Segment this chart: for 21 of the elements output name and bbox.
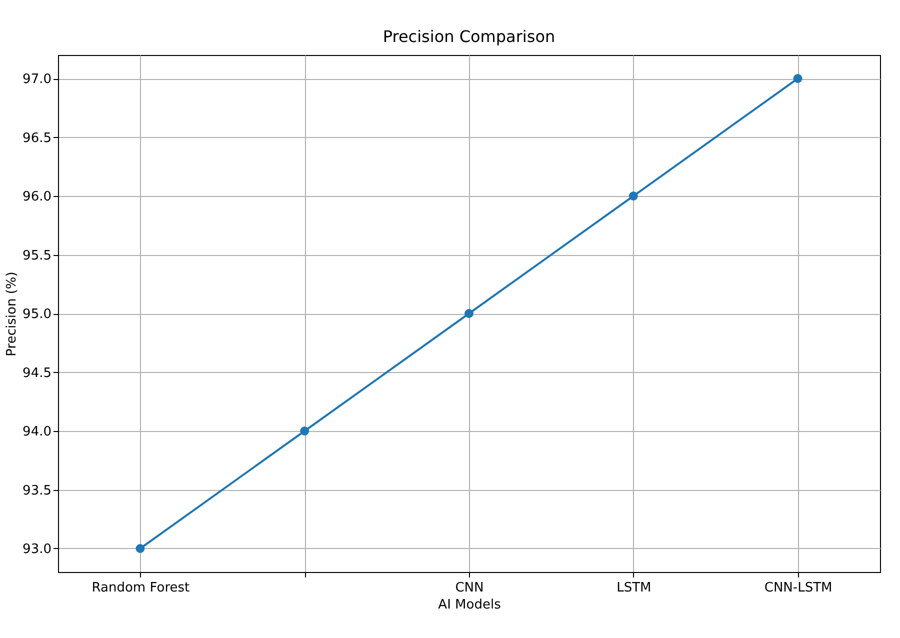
- point: [300, 426, 310, 436]
- point: [793, 74, 802, 83]
- y-axis-title: Precision (%): [4, 272, 20, 356]
- point: [628, 192, 638, 200]
- x-tick-label: CNN-LSTM: [764, 580, 832, 596]
- point: [136, 544, 145, 553]
- x-tick-label: Random Forest: [92, 580, 190, 596]
- y-tick-label: 96.5: [22, 130, 52, 146]
- y-tick-label: 93.0: [22, 542, 52, 557]
- y-tick-label: 94.0: [22, 424, 52, 440]
- y-tick-label: 97.0: [22, 72, 52, 87]
- y-tick-label: 93.5: [22, 483, 52, 498]
- y-tick-label: 94.5: [22, 366, 52, 381]
- y-tick-label: 96.0: [22, 190, 52, 204]
- x-tick-label: LSTM: [616, 580, 652, 596]
- chart-title: Precision Comparison: [382, 27, 556, 46]
- point: [464, 309, 474, 318]
- x-tick-label: CNN: [455, 580, 484, 596]
- y-tick-label: 95.0: [22, 307, 52, 322]
- y-tick-label: 95.5: [22, 248, 52, 264]
- x-axis-title: AI Models: [438, 598, 502, 612]
